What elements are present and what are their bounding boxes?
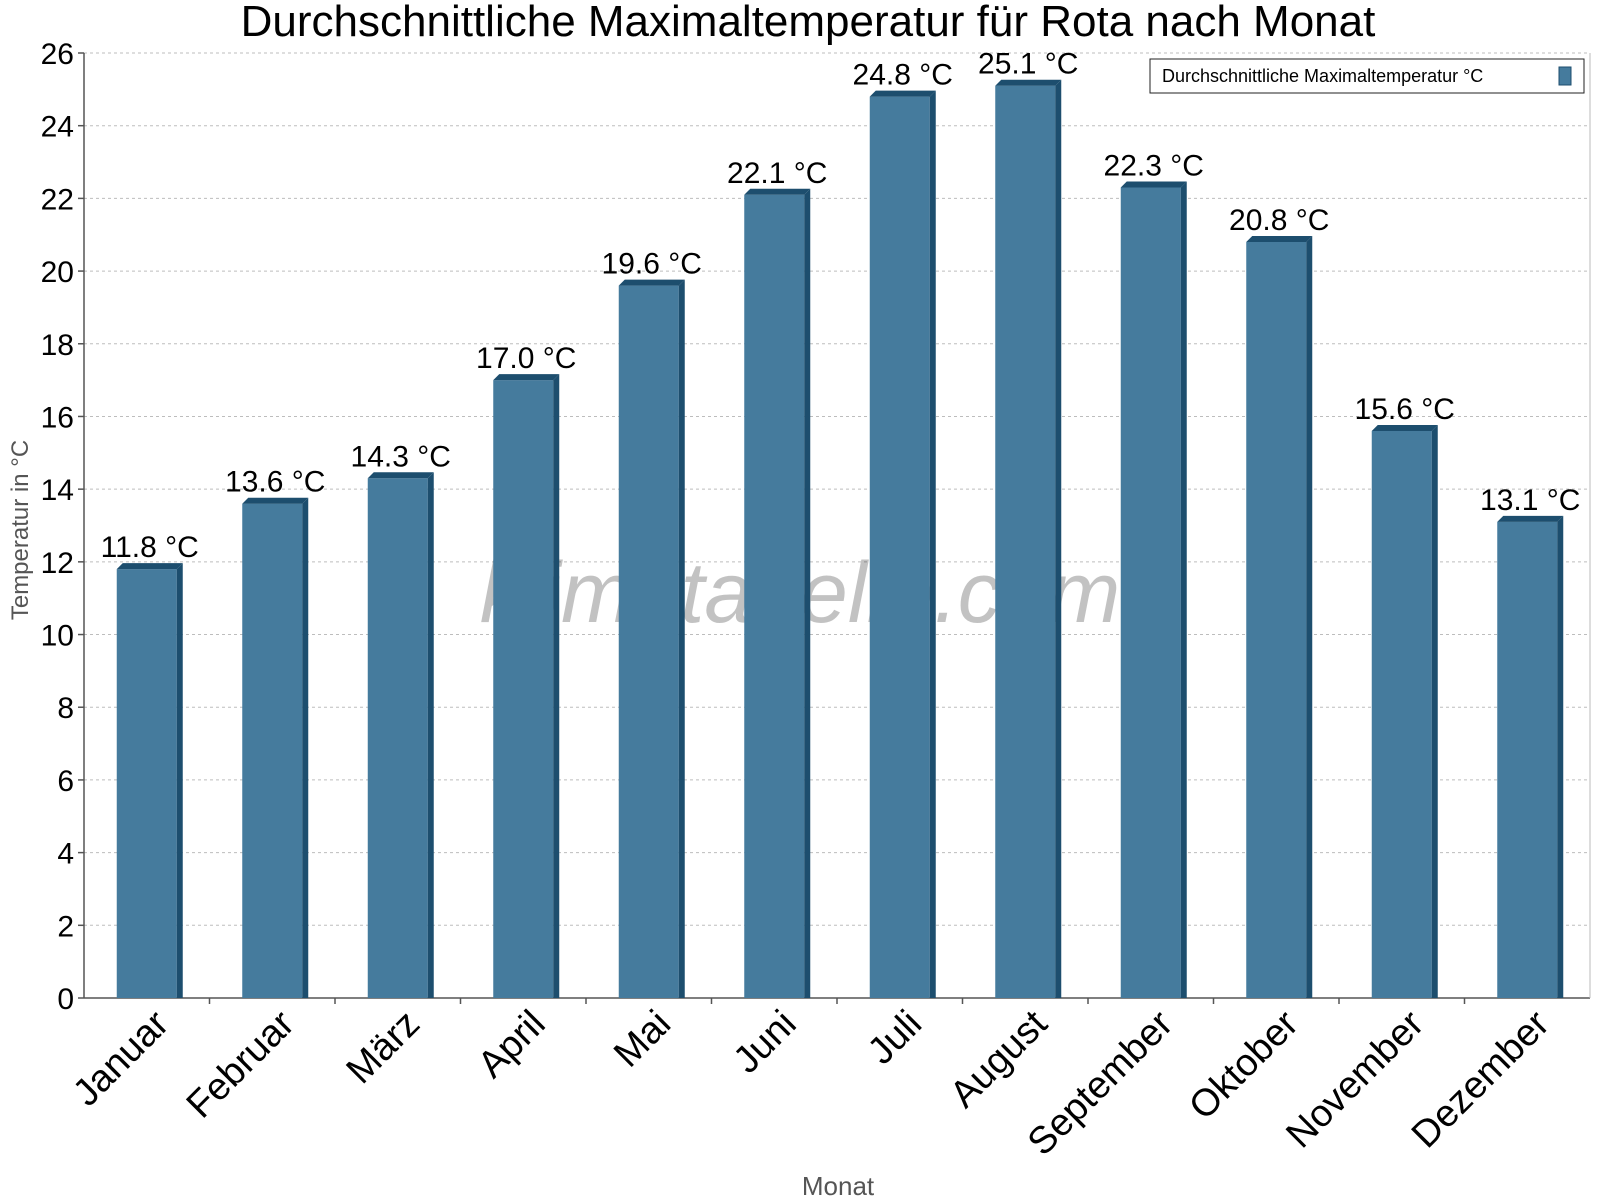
bar-top <box>1120 181 1187 188</box>
data-label: 25.1 °C <box>978 48 1078 81</box>
bar-side <box>929 90 936 999</box>
bar[interactable] <box>367 472 434 998</box>
bar[interactable] <box>1497 515 1564 998</box>
y-tick-label: 6 <box>57 765 74 798</box>
x-tick-label: März <box>339 1003 428 1092</box>
y-axis-title: Temperatur in °C <box>7 440 34 620</box>
data-label: 19.6 °C <box>602 248 702 281</box>
x-tick-label: August <box>942 1002 1056 1116</box>
y-tick-label: 10 <box>41 620 74 653</box>
bar[interactable] <box>116 563 183 998</box>
x-tick-label: Oktober <box>1181 1002 1307 1128</box>
bar-top <box>493 374 560 381</box>
y-tick-label: 4 <box>57 838 74 871</box>
bar-side <box>176 563 183 998</box>
chart-title: Durchschnittliche Maximaltemperatur für … <box>241 0 1376 46</box>
x-tick-label: Mai <box>606 1003 679 1076</box>
data-label: 17.0 °C <box>476 342 576 375</box>
bar-top <box>744 188 811 195</box>
bar-top <box>1246 236 1313 242</box>
legend-swatch <box>1558 66 1572 86</box>
y-tick-label: 18 <box>41 329 74 362</box>
axes <box>83 53 1591 999</box>
x-tick-label: Dezember <box>1404 1002 1558 1156</box>
data-label: 13.1 °C <box>1480 484 1580 517</box>
y-tick-label: 22 <box>41 183 74 216</box>
bar-front <box>242 503 303 998</box>
data-label: 22.3 °C <box>1104 149 1204 182</box>
x-tick-label: Juni <box>726 1003 805 1082</box>
data-label: 15.6 °C <box>1355 393 1455 426</box>
bar-side <box>804 188 811 998</box>
y-tick-label: 24 <box>41 111 74 144</box>
data-label: 24.8 °C <box>853 59 953 92</box>
data-label: 13.6 °C <box>225 466 325 499</box>
y-tick-label: 0 <box>57 983 74 1016</box>
y-tick-label: 16 <box>41 401 74 434</box>
x-tick-label: Januar <box>65 1002 177 1114</box>
grid <box>84 52 1590 926</box>
bar-front <box>1246 242 1307 998</box>
bar-front <box>869 96 930 999</box>
y-tick-label: 14 <box>41 474 74 507</box>
bar-front <box>493 380 554 999</box>
bar-top <box>618 279 685 286</box>
bar-side <box>553 374 560 999</box>
bar[interactable] <box>1246 236 1313 998</box>
bar-side <box>1431 425 1438 998</box>
bar-side <box>1055 79 1062 998</box>
bar[interactable] <box>744 188 811 998</box>
bar-front <box>1371 431 1432 998</box>
bar[interactable] <box>242 497 309 998</box>
x-axis-title: Monat <box>802 1171 875 1200</box>
bar-front <box>1120 187 1181 998</box>
x-tick-label: April <box>470 1003 553 1086</box>
x-ticks: Januar Februar März April Mai Juni Juli AugustS… <box>65 998 1558 1164</box>
bar-front <box>1497 521 1558 998</box>
bar-front <box>116 569 177 998</box>
data-labels: 11.8 °C 13.6 °C 14.3 °C 17.0 °C 19.6 °C 22.1 … <box>101 48 1581 564</box>
bar-front <box>367 478 428 998</box>
legend-box <box>1149 58 1585 94</box>
bar[interactable] <box>1371 425 1438 998</box>
bar-front <box>744 194 805 998</box>
bar-top <box>995 79 1062 86</box>
y-tick-label: 12 <box>41 547 74 580</box>
bar-front <box>618 285 679 999</box>
bar[interactable] <box>1120 181 1187 998</box>
legend[interactable]: Durchschnittliche Maximaltemperatur °C <box>1149 58 1585 94</box>
bar-side <box>1306 236 1313 998</box>
bar-side <box>678 279 685 999</box>
x-tick-label: Februar <box>179 1002 303 1126</box>
bar-top <box>869 90 936 97</box>
y-tick-label: 26 <box>41 38 74 71</box>
bar-side <box>1557 515 1564 998</box>
bar-top <box>1371 425 1438 431</box>
bar[interactable] <box>618 279 685 999</box>
bar[interactable] <box>995 79 1062 998</box>
bar[interactable] <box>869 90 936 999</box>
x-tick-label: Juli <box>860 1003 930 1073</box>
data-label: 11.8 °C <box>101 531 199 564</box>
y-tick-label: 8 <box>57 692 74 725</box>
bar-top <box>242 497 309 504</box>
y-tick-label: 20 <box>41 256 74 289</box>
bar-top <box>367 472 434 479</box>
data-label: 14.3 °C <box>351 440 451 473</box>
y-tick-label: 2 <box>57 910 74 943</box>
bar-front <box>995 85 1056 998</box>
bar-side <box>427 472 434 998</box>
bar[interactable] <box>493 374 560 999</box>
bars <box>116 79 1564 999</box>
data-label: 20.8 °C <box>1229 204 1329 237</box>
bar-side <box>302 497 309 998</box>
bar-top <box>1497 515 1564 522</box>
bar-top <box>116 563 183 570</box>
legend-label: Durchschnittliche Maximaltemperatur °C <box>1162 66 1483 86</box>
bar-side <box>1180 181 1187 998</box>
data-label: 22.1 °C <box>727 157 827 190</box>
